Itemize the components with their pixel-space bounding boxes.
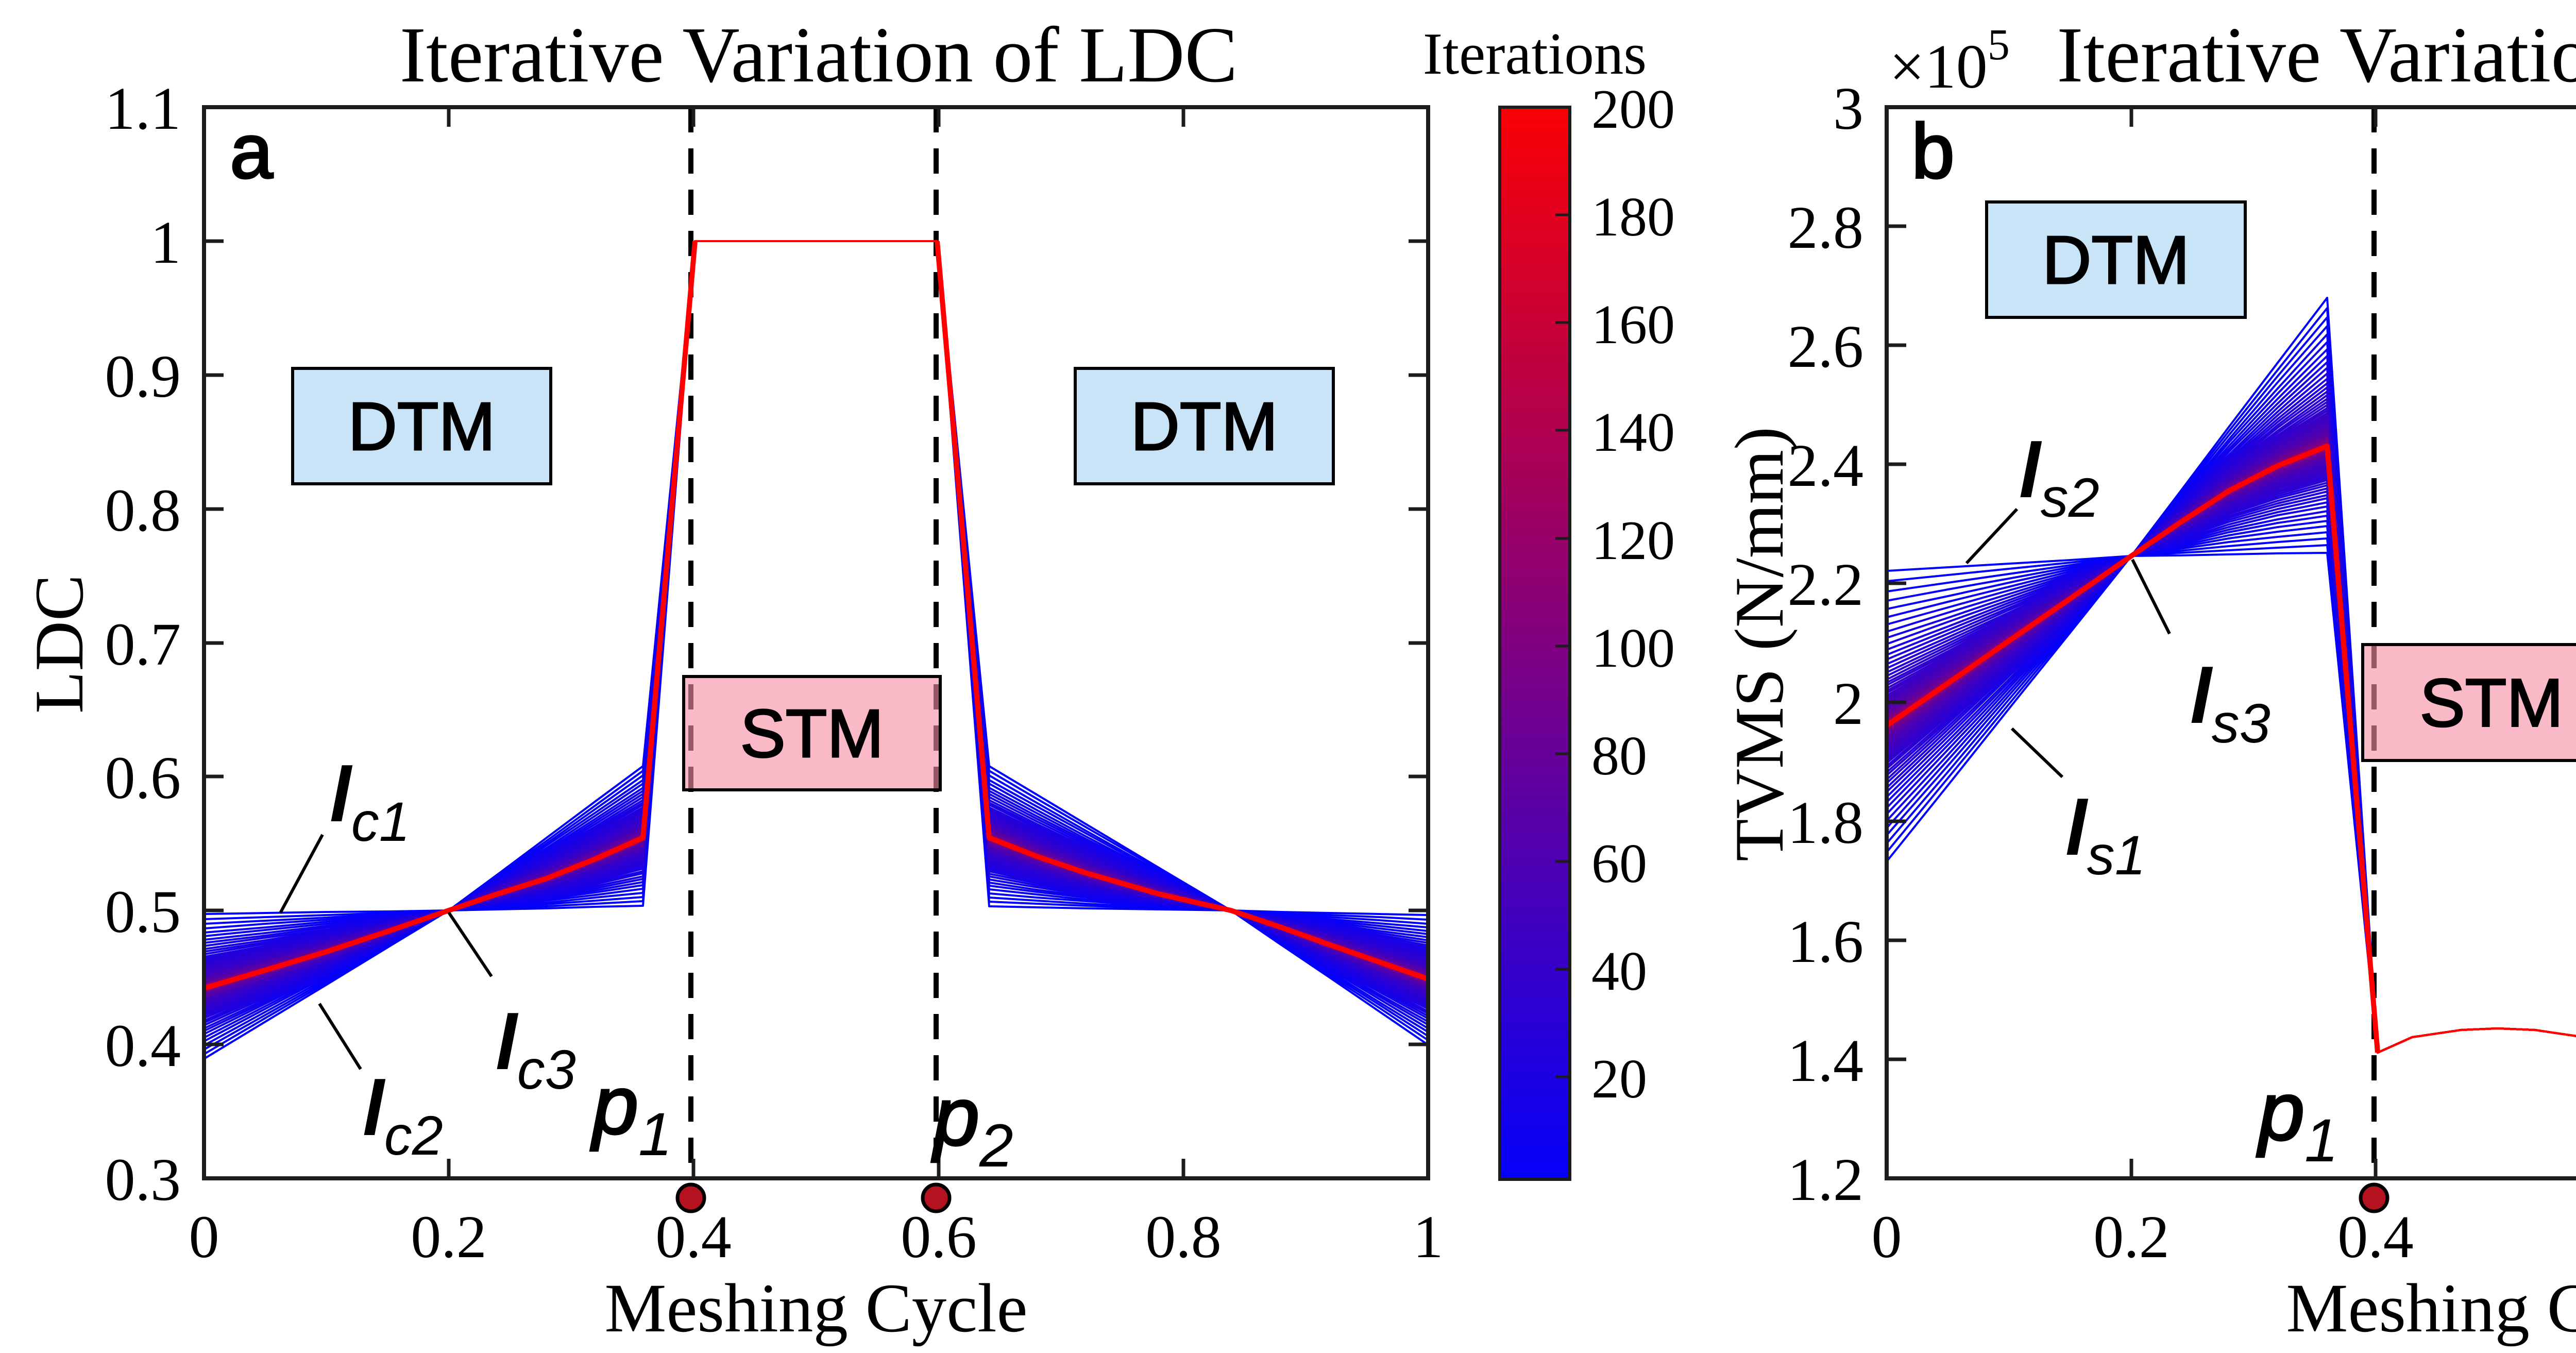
- svg-text:140: 140: [1591, 402, 1675, 463]
- svg-text:TVMS (N/mm): TVMS (N/mm): [1721, 427, 1798, 861]
- svg-text:0.6: 0.6: [901, 1203, 977, 1271]
- svg-text:2.8: 2.8: [1788, 194, 1864, 261]
- svg-text:2.4: 2.4: [1788, 432, 1864, 499]
- svg-text:STM: STM: [740, 696, 884, 771]
- svg-text:2.6: 2.6: [1788, 313, 1864, 380]
- svg-text:0.8: 0.8: [105, 477, 181, 544]
- svg-text:0.6: 0.6: [105, 744, 181, 811]
- svg-text:60: 60: [1591, 833, 1647, 894]
- svg-text:160: 160: [1591, 294, 1675, 356]
- svg-text:1.6: 1.6: [1788, 908, 1864, 975]
- svg-text:2: 2: [1833, 670, 1863, 737]
- svg-text:120: 120: [1591, 510, 1675, 571]
- svg-text:40: 40: [1591, 941, 1647, 1002]
- svg-text:20: 20: [1591, 1048, 1647, 1110]
- svg-text:LDC: LDC: [21, 574, 98, 714]
- svg-text:0.4: 0.4: [2337, 1203, 2414, 1271]
- svg-text:1.1: 1.1: [105, 75, 181, 142]
- svg-text:1.8: 1.8: [1788, 789, 1864, 856]
- svg-text:Iterative Variation of LDC: Iterative Variation of LDC: [400, 11, 1238, 99]
- svg-text:0.4: 0.4: [105, 1012, 181, 1079]
- svg-text:Meshing Cycle: Meshing Cycle: [604, 1270, 1027, 1347]
- svg-text:DTM: DTM: [2042, 222, 2190, 298]
- svg-text:80: 80: [1591, 725, 1647, 787]
- svg-text:0.7: 0.7: [105, 611, 181, 678]
- svg-text:DTM: DTM: [348, 388, 496, 464]
- svg-text:0.8: 0.8: [1145, 1203, 1222, 1271]
- svg-text:1.4: 1.4: [1788, 1027, 1864, 1094]
- svg-text:100: 100: [1591, 618, 1675, 679]
- svg-text:0.3: 0.3: [105, 1146, 181, 1213]
- svg-text:0.2: 0.2: [411, 1203, 487, 1271]
- svg-text:0.9: 0.9: [105, 343, 181, 410]
- svg-text:3: 3: [1833, 75, 1863, 142]
- svg-text:200: 200: [1591, 79, 1675, 140]
- svg-text:0.5: 0.5: [105, 878, 181, 945]
- svg-text:1: 1: [1413, 1203, 1444, 1271]
- svg-text:180: 180: [1591, 187, 1675, 248]
- svg-text:1: 1: [150, 209, 181, 276]
- svg-text:ls1: ls1: [2065, 785, 2146, 886]
- svg-text:a: a: [230, 108, 273, 194]
- svg-text:2.2: 2.2: [1788, 551, 1864, 618]
- svg-text:Iterative Variation of TVMS: Iterative Variation of TVMS: [2057, 11, 2576, 99]
- svg-text:0.2: 0.2: [2093, 1203, 2170, 1271]
- svg-text:DTM: DTM: [1131, 388, 1278, 464]
- svg-text:b: b: [1911, 108, 1954, 194]
- svg-text:0: 0: [1872, 1203, 1902, 1271]
- svg-text:0.4: 0.4: [655, 1203, 732, 1271]
- svg-text:Iterations: Iterations: [1423, 21, 1647, 87]
- svg-text:1.2: 1.2: [1788, 1146, 1864, 1213]
- svg-text:Meshing Cycle: Meshing Cycle: [2286, 1270, 2576, 1347]
- svg-text:0: 0: [189, 1203, 219, 1271]
- svg-text:STM: STM: [2420, 665, 2564, 741]
